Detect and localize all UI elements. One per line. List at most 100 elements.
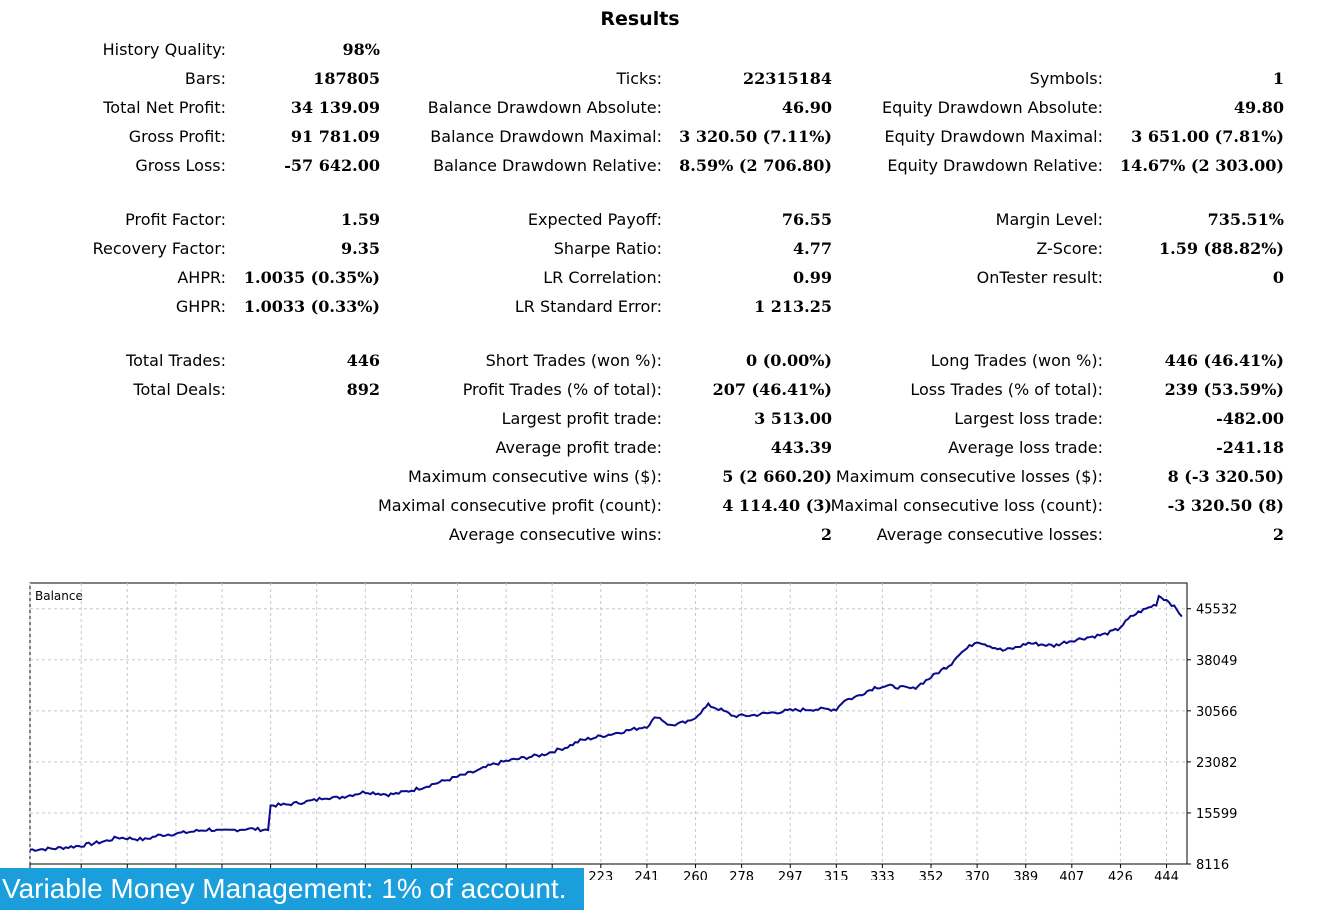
stat-label: Largest profit trade: [501,409,662,428]
stat-label: Gross Profit: [128,127,226,146]
stat-label: Average consecutive wins: [448,525,662,544]
stat-value: 14.67% (2 303.00) [1120,156,1284,175]
stat-label: LR Standard Error: [514,297,662,316]
x-tick-label: 260 [683,870,708,880]
stat-value: 735.51% [1207,210,1284,229]
stat-value: 46.90 [781,98,832,117]
stat-label: Ticks: [616,69,662,88]
y-tick-label: 15599 [1196,807,1237,822]
stat-label: Equity Drawdown Relative: [887,156,1103,175]
stat-label: Balance Drawdown Absolute: [427,98,662,117]
stat-label: OnTester result: [976,268,1103,287]
stat-value: 4.77 [793,239,832,258]
stat-value: -241.18 [1216,438,1284,457]
stat-value: 1.0035 (0.35%) [243,268,380,287]
stat-label: Maximal consecutive loss (count): [830,496,1103,515]
stat-label: History Quality: [102,40,226,59]
x-tick-label: 444 [1154,870,1179,880]
stat-label: Balance Drawdown Relative: [433,156,662,175]
stat-value: 91 781.09 [290,127,380,146]
y-tick-label: 8116 [1196,858,1229,873]
x-tick-label: 407 [1059,870,1084,880]
stat-label: Maximum consecutive losses ($): [835,467,1103,486]
stat-value: 0.99 [793,268,832,287]
stat-value: 2 [820,525,832,544]
stat-label: Bars: [184,69,226,88]
stat-value: 1.59 [341,210,380,229]
stat-label: Maximum consecutive wins ($): [407,467,662,486]
stat-value: 76.55 [781,210,832,229]
x-tick-label: 223 [588,870,613,880]
stat-label: Total Trades: [126,351,226,370]
stat-value: 443.39 [770,438,832,457]
x-tick-label: 315 [824,870,849,880]
stat-label: Average profit trade: [495,438,662,457]
y-tick-label: 45532 [1196,603,1237,618]
stat-label: Average loss trade: [948,438,1103,457]
stat-label: Expected Payoff: [527,210,662,229]
stat-value: 3 513.00 [754,409,832,428]
stat-value: 3 320.50 (7.11%) [679,127,832,146]
stat-value: 9.35 [341,239,380,258]
stat-value: 0 (0.00%) [745,351,832,370]
y-tick-label: 38049 [1196,654,1237,669]
stat-label: Equity Drawdown Maximal: [884,127,1103,146]
stat-value: 8.59% (2 706.80) [679,156,832,175]
x-tick-label: 333 [870,870,895,880]
stat-value: 2 [1272,525,1284,544]
x-tick-label: 352 [919,870,944,880]
stat-value: 49.80 [1233,98,1284,117]
x-tick-label: 241 [634,870,659,880]
stat-label: AHPR: [177,268,226,287]
stat-label: Equity Drawdown Absolute: [881,98,1103,117]
stat-label: Maximal consecutive profit (count): [377,496,662,515]
stat-value: 207 (46.41%) [712,380,832,399]
stat-label: Long Trades (won %): [930,351,1103,370]
stat-value: 1.59 (88.82%) [1159,239,1284,258]
stat-value: 1 [1272,69,1284,88]
stat-label: Short Trades (won %): [485,351,662,370]
stat-value: 1 213.25 [754,297,832,316]
stat-value: 0 [1272,268,1284,287]
x-tick-label: 297 [778,870,803,880]
x-tick-label: 278 [729,870,754,880]
stat-value: 5 (2 660.20) [722,467,832,486]
balance-line [29,594,1183,852]
stat-value: 1.0033 (0.33%) [243,297,380,316]
stat-value: 892 [346,380,380,399]
x-tick-label: 426 [1108,870,1133,880]
stat-label: Loss Trades (% of total): [910,380,1103,399]
money-management-banner: Variable Money Management: 1% of account… [0,868,584,910]
y-tick-label: 23082 [1196,756,1237,771]
report-title: Results [600,8,680,30]
stat-value: -57 642.00 [284,156,380,175]
stat-label: Z-Score: [1036,239,1103,258]
stat-value: 239 (53.59%) [1164,380,1284,399]
stat-value: 34 139.09 [290,98,380,117]
stat-label: Total Net Profit: [103,98,226,117]
stat-label: Total Deals: [133,380,226,399]
stat-value: 446 (46.41%) [1164,351,1284,370]
stat-label: Margin Level: [995,210,1103,229]
plot-area [29,582,1188,865]
stat-value: -3 320.50 (8) [1167,496,1284,515]
x-tick-label: 370 [965,870,990,880]
stat-label: Recovery Factor: [92,239,226,258]
stat-label: GHPR: [175,297,226,316]
stat-label: Largest loss trade: [954,409,1103,428]
stat-value: 446 [346,351,380,370]
stat-value: 4 114.40 (3) [722,496,832,515]
stat-label: Symbols: [1029,69,1103,88]
stat-value: 8 (-3 320.50) [1167,467,1284,486]
stat-value: 22315184 [742,69,832,88]
stat-value: 187805 [313,69,380,88]
stat-label: Profit Trades (% of total): [462,380,662,399]
chart-title: Balance [35,589,83,603]
x-tick-label: 389 [1013,870,1038,880]
stat-label: Balance Drawdown Maximal: [430,127,662,146]
stat-label: LR Correlation: [543,268,662,287]
stat-value: 98% [342,40,380,59]
stat-label: Profit Factor: [125,210,226,229]
y-tick-label: 30566 [1196,705,1237,720]
